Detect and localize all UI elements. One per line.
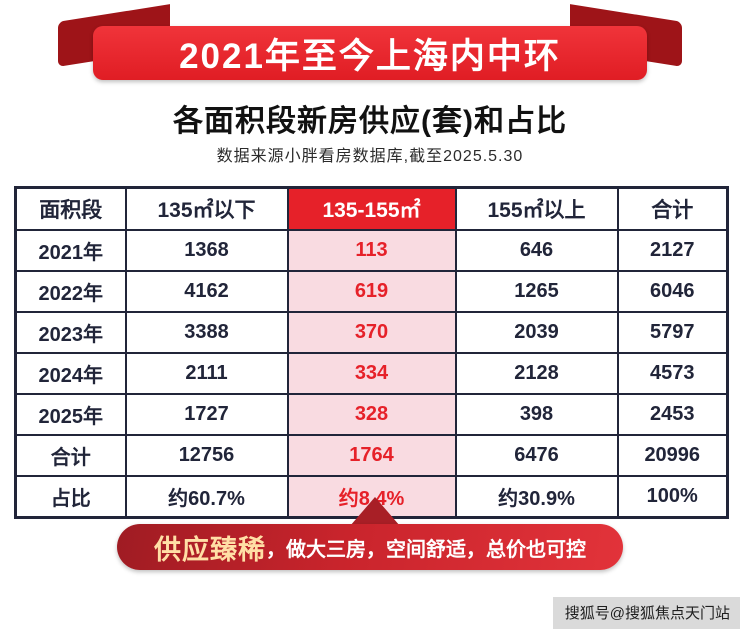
row-label: 2021年	[14, 229, 127, 272]
ribbon-banner: 2021年至今上海内中环	[93, 26, 647, 80]
cell-value: 4162	[124, 270, 289, 313]
supply-table: 面积段 135㎡以下 135-155㎡ 155㎡以上 合计 2021年 1368…	[14, 186, 729, 519]
cell-value: 3388	[124, 311, 289, 354]
cell-value: 12756	[124, 434, 289, 477]
cell-value: 1368	[124, 229, 289, 272]
cell-value: 约60.7%	[124, 475, 289, 519]
table-row-total: 合计 12756 1764 6476 20996	[14, 434, 729, 477]
cell-value-highlight: 113	[286, 229, 457, 272]
cell-value-highlight: 619	[286, 270, 457, 313]
row-label: 2024年	[14, 352, 127, 395]
col-header-under-135: 135㎡以下	[124, 186, 289, 231]
table-header-row: 面积段 135㎡以下 135-155㎡ 155㎡以上 合计	[14, 186, 729, 231]
cell-value-highlight: 370	[286, 311, 457, 354]
cell-value-highlight: 328	[286, 393, 457, 436]
callout-banner: 供应臻稀 ，做大三房，空间舒适，总价也可控	[117, 524, 623, 570]
cell-value: 6046	[616, 270, 729, 313]
col-header-total: 合计	[616, 186, 729, 231]
cell-value: 20996	[616, 434, 729, 477]
cell-value: 5797	[616, 311, 729, 354]
cell-value: 4573	[616, 352, 729, 395]
col-header-over-155: 155㎡以上	[454, 186, 619, 231]
callout-highlight-text: 供应臻稀	[154, 534, 266, 565]
cell-value: 2453	[616, 393, 729, 436]
cell-value: 646	[454, 229, 619, 272]
table-row-2024: 2024年 2111 334 2128 4573	[14, 352, 729, 395]
data-source-note: 数据来源小胖看房数据库,截至2025.5.30	[216, 148, 524, 165]
table-row-2023: 2023年 3388 370 2039 5797	[14, 311, 729, 354]
row-label: 2025年	[14, 393, 127, 436]
cell-value: 2127	[616, 229, 729, 272]
col-header-area-segment: 面积段	[14, 186, 127, 231]
watermark-label: 搜狐号@搜狐焦点天门站	[552, 597, 740, 629]
cell-value: 2039	[454, 311, 619, 354]
callout-arrow	[350, 497, 400, 526]
cell-value-highlight: 1764	[286, 434, 457, 477]
cell-value: 398	[454, 393, 619, 436]
cell-value: 100%	[616, 475, 729, 519]
cell-value: 1265	[454, 270, 619, 313]
row-label: 占比	[14, 475, 127, 519]
page-title: 各面积段新房供应(套)和占比	[173, 105, 567, 138]
table-row-2025: 2025年 1727 328 398 2453	[14, 393, 729, 436]
ribbon-title: 2021年至今上海内中环	[179, 36, 561, 76]
row-label: 合计	[14, 434, 127, 477]
cell-value: 2111	[124, 352, 289, 395]
cell-value-highlight: 334	[286, 352, 457, 395]
col-header-135-155-highlight: 135-155㎡	[286, 186, 457, 231]
cell-value: 2128	[454, 352, 619, 395]
callout-rest-text: ，做大三房，空间舒适，总价也可控	[266, 538, 586, 561]
row-label: 2022年	[14, 270, 127, 313]
table-row-2022: 2022年 4162 619 1265 6046	[14, 270, 729, 313]
cell-value: 1727	[124, 393, 289, 436]
cell-value: 约30.9%	[454, 475, 619, 519]
cell-value: 6476	[454, 434, 619, 477]
row-label: 2023年	[14, 311, 127, 354]
table-row-2021: 2021年 1368 113 646 2127	[14, 229, 729, 272]
